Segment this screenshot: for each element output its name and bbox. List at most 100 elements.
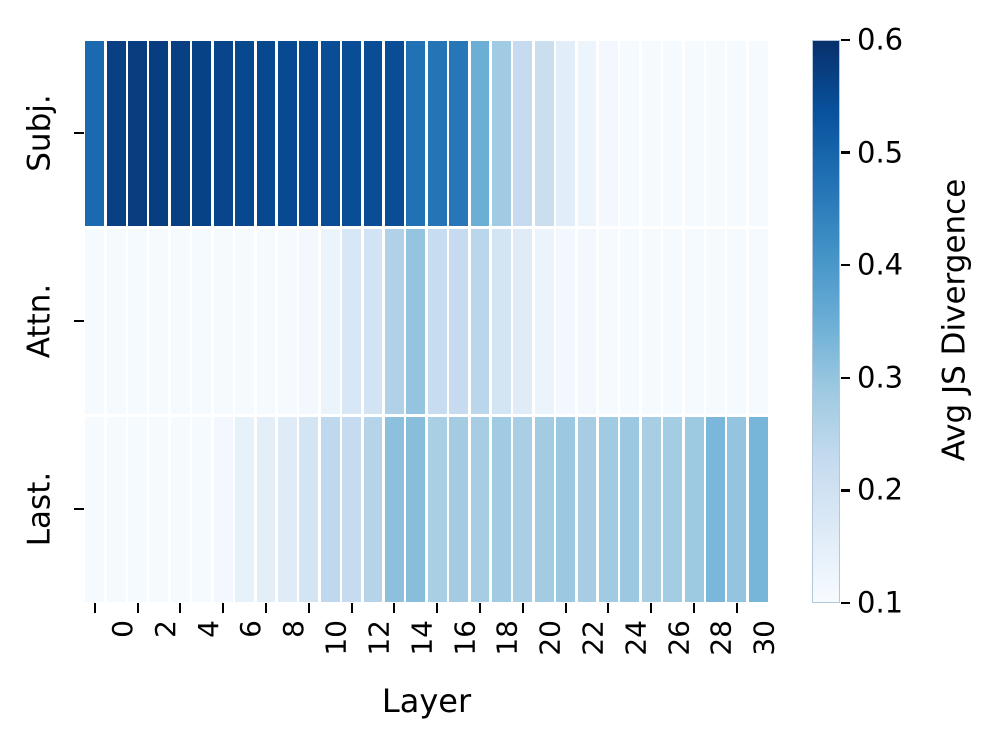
heatmap-cell [577, 416, 597, 602]
heatmap-cell [663, 228, 683, 414]
heatmap-cell [470, 416, 490, 602]
x-tick-label: 24 [619, 620, 653, 656]
heatmap-cell [149, 416, 169, 602]
heatmap-cell [406, 416, 426, 602]
colorbar-tick-label: 0.4 [857, 247, 904, 282]
x-tick-label: 4 [191, 620, 225, 638]
x-tick-label: 10 [319, 620, 353, 656]
heatmap-cell [556, 40, 576, 226]
x-tick-label: 18 [491, 620, 525, 656]
heatmap-cell [277, 416, 297, 602]
x-tick-label: 14 [405, 620, 439, 656]
colorbar-tick-label: 0.3 [857, 360, 904, 395]
x-tick-label: 20 [533, 620, 567, 656]
x-tick [393, 603, 396, 613]
heatmap-cell [128, 416, 147, 602]
heatmap-cell [299, 40, 319, 226]
heatmap-cell [727, 40, 747, 226]
colorbar [812, 40, 840, 603]
heatmap-cell [513, 40, 533, 226]
heatmap-cell [128, 40, 147, 226]
heatmap-cell [641, 40, 661, 226]
x-tick [521, 603, 524, 613]
heatmap-cell [748, 40, 768, 226]
x-tick [735, 603, 738, 613]
x-tick [222, 603, 225, 613]
heatmap-cell [235, 228, 254, 414]
colorbar-tick [841, 38, 850, 42]
heatmap-cell [663, 416, 683, 602]
heatmap-cell [170, 40, 190, 226]
heatmap-cell [85, 40, 105, 226]
x-tick [136, 603, 139, 613]
colorbar-tick [841, 601, 850, 605]
heatmap-cell [192, 40, 212, 226]
heatmap-cell [599, 416, 618, 602]
heatmap-cell [192, 416, 212, 602]
heatmap-cell [513, 228, 533, 414]
x-tick [693, 603, 696, 613]
heatmap-cell [748, 416, 768, 602]
heatmap-cell [491, 416, 511, 602]
heatmap-cell [727, 228, 747, 414]
heatmap-cell [128, 228, 147, 414]
heatmap-cell [277, 228, 297, 414]
heatmap-cell [277, 40, 297, 226]
heatmap-cell [491, 228, 511, 414]
heatmap-cell [491, 40, 511, 226]
heatmap-cell [663, 40, 683, 226]
heatmap-cell [106, 228, 126, 414]
y-tick [74, 508, 84, 510]
colorbar-tick-label: 0.2 [857, 472, 904, 507]
x-axis-title: Layer [381, 682, 472, 720]
heatmap-cell [684, 228, 704, 414]
heatmap-cell [706, 228, 725, 414]
heatmap-cell [706, 416, 725, 602]
heatmap-cell [149, 228, 169, 414]
heatmap-cell [684, 40, 704, 226]
x-tick [607, 603, 610, 613]
heatmap-cell [384, 40, 404, 226]
heatmap-cell [556, 416, 576, 602]
x-tick [93, 603, 96, 613]
heatmap-cell [706, 40, 725, 226]
heatmap-cell [149, 40, 169, 226]
heatmap-cell [684, 416, 704, 602]
colorbar-tick [841, 489, 850, 492]
heatmap-cell [85, 228, 105, 414]
x-tick [479, 603, 482, 613]
colorbar-tick [841, 151, 850, 154]
heatmap-cell [470, 228, 490, 414]
heatmap-cell [170, 416, 190, 602]
y-tick [74, 132, 84, 134]
heatmap-cell [577, 228, 597, 414]
x-tick-label: 22 [576, 620, 610, 656]
heatmap-cell [748, 228, 768, 414]
heatmap-cell [470, 40, 490, 226]
heatmap-cell [213, 40, 233, 226]
heatmap-cell [299, 416, 319, 602]
x-tick-label: 26 [662, 620, 696, 656]
y-tick [74, 320, 84, 322]
colorbar-title: Avg JS Divergence [936, 178, 973, 462]
heatmap-cell [256, 416, 276, 602]
heatmap-cell [556, 228, 576, 414]
heatmap-cell [641, 228, 661, 414]
heatmap-cell [170, 228, 190, 414]
heatmap-cell [620, 228, 640, 414]
heatmap-cell [192, 228, 212, 414]
heatmap-cell [449, 40, 469, 226]
x-tick [179, 603, 182, 613]
heatmap-cell [85, 416, 105, 602]
heatmap-cell [620, 416, 640, 602]
x-tick [264, 603, 267, 613]
heatmap-cell [320, 416, 340, 602]
y-tick-label: Last. [21, 471, 58, 547]
heatmap-cell [727, 416, 747, 602]
heatmap-cell [342, 416, 362, 602]
heatmap-cell [342, 228, 362, 414]
heatmap-cell [534, 416, 554, 602]
colorbar-tick-label: 0.1 [857, 585, 904, 620]
heatmap-plot [84, 39, 769, 603]
